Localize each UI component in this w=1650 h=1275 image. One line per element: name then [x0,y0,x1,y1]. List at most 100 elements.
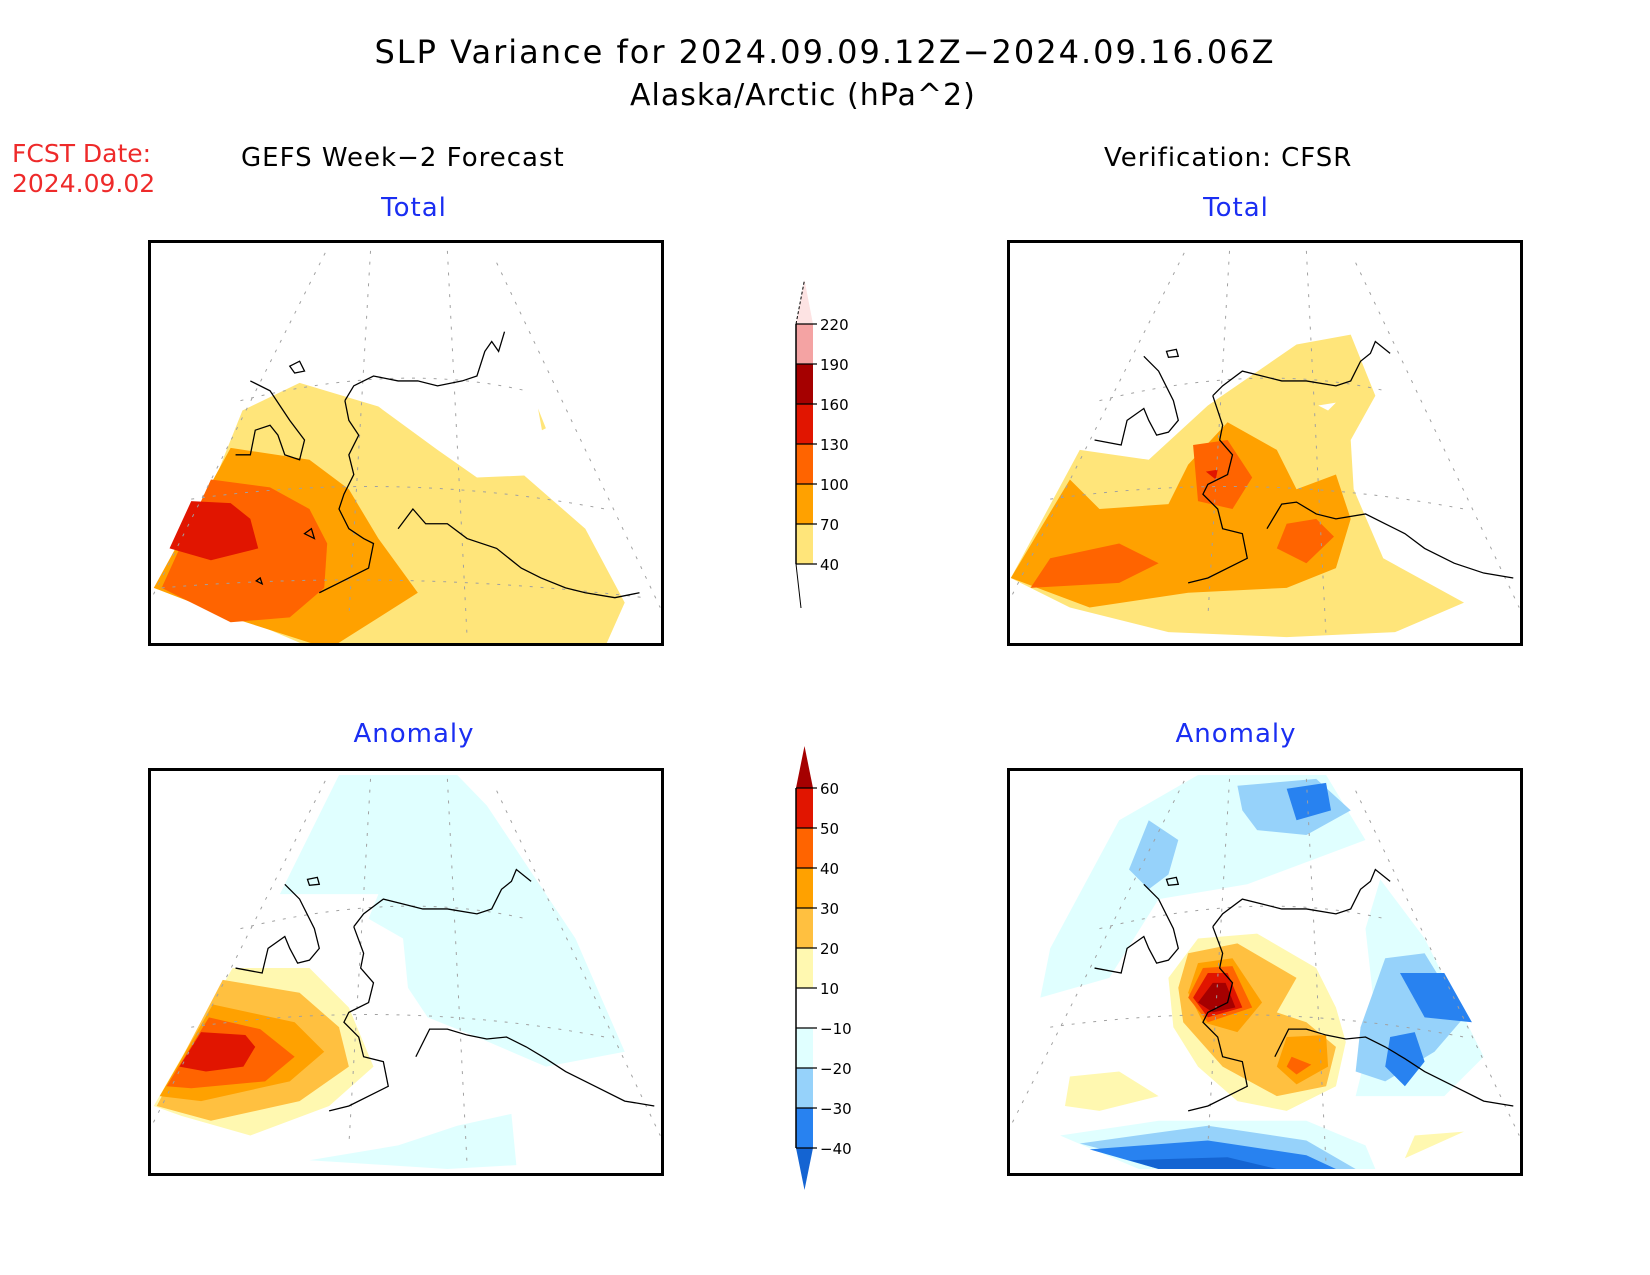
gridline [1050,1014,1465,1038]
contour-fill-neg30-neg40-b [1399,972,1472,1023]
colorbar-segment [796,828,813,868]
contour-fill-small [538,408,546,431]
colorbar-tick-label: 20 [820,940,839,958]
right-column-heading: Verification: CFSR [1104,143,1353,173]
colorbar-segment [796,788,813,828]
fcst-date-value: 2024.09.02 [12,169,156,198]
gridline [1207,778,1231,1146]
colorbar-tick-label: 130 [820,436,849,454]
grid-lines [151,778,661,1166]
coastlines [1094,340,1514,584]
fill-layer [153,382,625,643]
colorbar-tick-label: 50 [820,820,839,838]
island [1165,348,1180,358]
coastline-russia [235,380,306,461]
gridline [1207,250,1231,618]
contour-fill-10-20-b [1064,1071,1159,1111]
gridline [1099,905,1386,930]
colorbar-segment [796,484,813,524]
colorbar-tick-label: −30 [820,1100,852,1118]
colorbar-segment [796,868,813,908]
colorbar-bottom-arrow [796,1148,813,1190]
coastline-alaska-south [1274,1028,1514,1107]
gridline [1099,377,1386,402]
contour-fill-100-130-b [1276,518,1334,564]
coastline-alaska-north [1212,868,1391,928]
map-forecast-anomaly [151,774,661,1170]
contour-fill-neg10-neg20 [279,774,625,1067]
fill-layer [153,774,625,1170]
island [1165,876,1180,886]
colorbar-tick-label: −20 [820,1060,852,1078]
colorbar-segment [796,948,813,988]
coastlines [1094,868,1514,1112]
colorbar-segment [796,404,813,444]
colorbar-anomaly: 60 50 40 30 20 10 −10 −20 −30 −40 [795,746,852,1190]
colorbar-total: 220 190 160 130 100 70 40 [795,279,849,608]
map-panel-verification-total [1007,240,1523,646]
fcst-date: FCST Date: 2024.09.02 [12,139,155,199]
contour-fill-30-40-b [1276,1035,1329,1085]
colorbar-bottom-arrow [795,563,802,608]
colorbar-tick-label: 190 [820,356,849,374]
contour-fill-50-60 [179,1032,256,1072]
colorbar-tick-label: −10 [820,1020,852,1038]
contour-fill-10-20-c [1404,1131,1465,1159]
coastlines [235,331,640,599]
grid-lines [1010,250,1520,638]
panel-label-forecast-total: Total [381,193,447,223]
island [288,360,306,374]
map-panel-verification-anomaly [1007,768,1523,1176]
island [303,527,316,540]
coastline-alaska-south [1266,501,1514,579]
contour-fill-130-160 [169,501,259,561]
coastline-russia [1094,883,1179,974]
gridline [240,905,527,930]
gridline [161,579,645,599]
coastline-alaska-north [353,868,532,928]
coastline-alaska-north [1212,340,1391,397]
colorbar-segment [796,1028,813,1068]
colorbar-tick-label: 40 [820,556,839,574]
gridline [191,1014,606,1038]
colorbar-segment [796,1068,813,1108]
hole [1318,402,1336,411]
map-forecast-total [151,250,661,643]
colorbar-tick-label: 100 [820,476,849,494]
colorbar-tick-label: −40 [820,1140,852,1158]
colorbar-top-arrow [796,280,813,324]
fcst-date-label: FCST Date: [12,139,152,168]
colorbar-tick-label: 10 [820,980,839,998]
colorbar-segment [796,988,813,1028]
contour-fill-130-160 [1205,469,1218,480]
coastlines [235,868,655,1112]
fill-layer [1040,774,1484,1170]
gridline [1050,485,1465,510]
colorbar-segment [796,364,813,404]
figure-subtitle: Alaska/Arctic (hPa^2) [630,78,976,113]
island [306,876,321,886]
colorbar-tick-label: 160 [820,396,849,414]
figure-title: SLP Variance for 2024.09.09.12Z−2024.09.… [374,33,1276,71]
colorbar-tick-label: 40 [820,860,839,878]
coastline-alaska-north [344,331,506,401]
colorbar-segment [796,524,813,564]
coastline-alaska-west [328,926,389,1112]
grid-lines [1010,778,1520,1166]
panel-label-verification-total: Total [1203,193,1269,223]
colorbar-tick-label: 70 [820,516,839,534]
colorbar-tick-label: 60 [820,780,839,798]
island [255,576,264,586]
gridline [191,485,606,510]
contour-fill-neg20-neg30-b [1129,820,1179,890]
map-panel-forecast-total [148,240,664,646]
coastline-alaska-west [1187,926,1248,1112]
contour-fill-100-130-c [1030,543,1159,588]
gridline [348,250,372,618]
colorbar-segment [796,1108,813,1148]
panel-label-forecast-anomaly: Anomaly [353,719,475,749]
contour-fill-neg30-neg40 [1286,782,1332,821]
grid-lines [151,250,661,638]
contour-fill-neg10-neg20-b [309,1113,517,1170]
contour-fill-40-50-b [1286,1056,1312,1075]
